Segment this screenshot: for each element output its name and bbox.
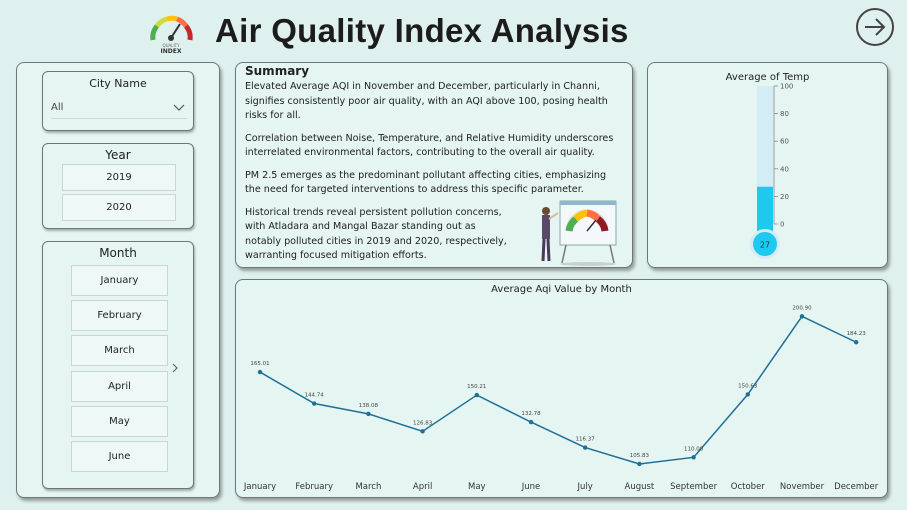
thermometer-tick-label: 0	[780, 221, 784, 229]
month-option-february[interactable]: February	[71, 300, 168, 331]
data-point[interactable]	[799, 314, 805, 319]
thermometer-value-label: 27	[760, 241, 770, 250]
filter-panel: City Name All Year 2019 2020 Month Janua…	[16, 62, 220, 498]
month-filter-label: Month	[99, 246, 137, 260]
x-tick-label: September	[670, 482, 717, 492]
aqi-series-line	[259, 315, 857, 465]
aqi-line-chart: 165.01 January 144.74 February 138.08 March 12…	[243, 305, 879, 492]
arrow-right-icon	[865, 18, 886, 36]
thermometer-tick-label: 20	[780, 193, 789, 201]
city-dropdown[interactable]: All	[51, 96, 187, 119]
aqi-gauge-icon	[150, 15, 193, 41]
month-option-april[interactable]: April	[71, 371, 168, 402]
logo-text-quality: QUALITY	[162, 43, 180, 48]
thermometer-tick-label: 40	[780, 165, 789, 173]
year-filter: Year 2019 2020	[42, 143, 194, 229]
data-point[interactable]	[257, 369, 263, 375]
presenter-illustration-icon	[541, 200, 617, 266]
x-tick-label: February	[295, 482, 333, 492]
data-point[interactable]	[366, 411, 371, 417]
x-tick-label: March	[355, 482, 381, 492]
aqi-chart-card: Average Aqi Value by Month 165.01 January…	[235, 279, 888, 498]
data-label: 150.21	[467, 384, 486, 390]
data-point[interactable]	[637, 461, 642, 467]
data-point[interactable]	[474, 392, 479, 398]
thermometer-tick-label: 100	[780, 83, 793, 91]
logo-text-index: INDEX	[160, 48, 182, 55]
data-point[interactable]	[691, 455, 696, 460]
header-logo: QUALITY INDEX	[145, 10, 197, 56]
x-tick-label: August	[625, 482, 655, 492]
summary-paragraph-1: Elevated Average AQI in November and Dec…	[245, 81, 608, 121]
data-point[interactable]	[420, 429, 425, 434]
next-page-button[interactable]	[856, 8, 894, 46]
x-tick-label: June	[521, 482, 541, 492]
data-label: 165.01	[250, 361, 269, 367]
data-label: 184.23	[847, 331, 867, 337]
summary-paragraph-2: Correlation between Noise, Temperature, …	[245, 132, 614, 159]
thermometer-gauge: 27 100 80 60 40 20 0	[750, 83, 793, 259]
month-option-january[interactable]: January	[71, 265, 168, 296]
data-label: 105.83	[630, 453, 650, 459]
month-option-may[interactable]: May	[71, 406, 168, 437]
x-tick-label: April	[413, 482, 432, 492]
x-tick-label: November	[780, 482, 825, 492]
data-label: 144.74	[305, 393, 325, 399]
summary-title: Summary	[245, 64, 310, 78]
data-label: 200.90	[792, 305, 812, 311]
page-title: Air Quality Index Analysis	[215, 12, 629, 49]
x-tick-label: July	[577, 482, 593, 492]
data-point[interactable]	[528, 419, 534, 425]
chart-title: Average Aqi Value by Month	[491, 284, 632, 295]
data-point[interactable]	[745, 392, 750, 397]
data-label: 138.08	[359, 403, 379, 409]
data-point[interactable]	[312, 401, 317, 406]
year-option-2020[interactable]: 2020	[62, 194, 176, 221]
data-point[interactable]	[583, 445, 588, 450]
thermometer-tick-label: 60	[780, 138, 789, 146]
x-tick-label: December	[834, 482, 879, 492]
thermometer-bulb	[753, 232, 777, 256]
month-option-june[interactable]: June	[71, 441, 168, 472]
summary-paragraph-3: PM 2.5 emerges as the predominant pollut…	[245, 169, 607, 196]
x-tick-label: May	[468, 482, 486, 492]
year-option-2019[interactable]: 2019	[62, 164, 176, 191]
year-filter-label: Year	[105, 148, 131, 162]
chevron-down-icon	[173, 104, 185, 111]
temperature-title: Average of Temp	[725, 72, 810, 83]
summary-card: Summary Elevated Average AQI in November…	[235, 62, 633, 268]
temperature-card: Average of Temp 27 100 80 60 40 20 0	[647, 62, 888, 268]
thermometer-tick-label: 80	[780, 110, 789, 118]
data-label: 150.63	[738, 383, 758, 389]
data-point[interactable]	[854, 340, 859, 345]
month-option-march[interactable]: March	[71, 335, 168, 366]
x-tick-label: January	[243, 482, 276, 492]
month-filter: Month January February March April May J…	[42, 241, 194, 489]
city-filter-label: City Name	[89, 77, 147, 90]
data-label: 132.78	[521, 411, 541, 417]
city-filter: City Name All	[42, 71, 194, 131]
data-label: 126.83	[413, 420, 433, 426]
summary-paragraph-4: Historical trends reveal persistent poll…	[245, 206, 507, 262]
x-tick-label: October	[731, 482, 766, 492]
city-dropdown-value: All	[51, 102, 64, 113]
data-label: 116.37	[576, 437, 596, 443]
thermometer-fill	[757, 186, 773, 232]
data-label: 110.08	[684, 446, 704, 452]
scroll-chevron-right-icon[interactable]	[171, 363, 179, 373]
